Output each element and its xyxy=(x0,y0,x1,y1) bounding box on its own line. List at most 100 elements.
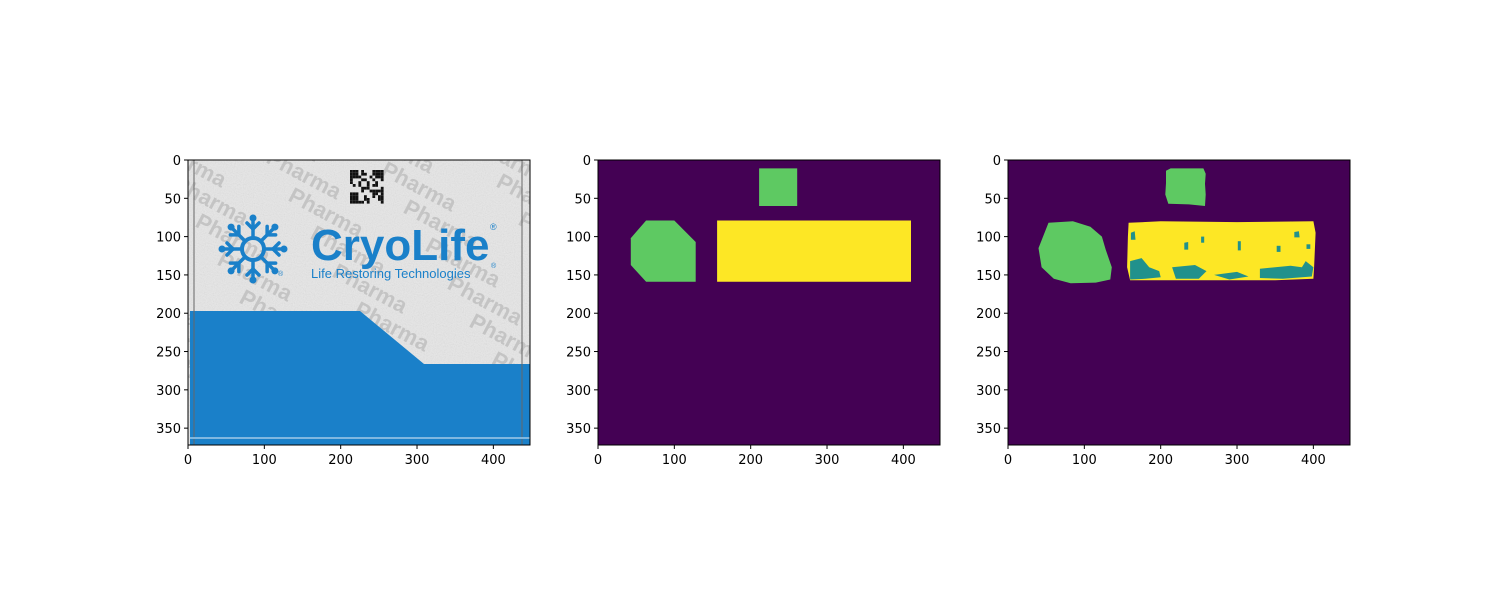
qr-module xyxy=(366,198,370,201)
qr-module xyxy=(375,184,378,187)
mask-region-text-defect xyxy=(1184,242,1189,250)
watermark-text: Pharma xyxy=(11,82,95,142)
brand-tagline: Life Restoring Technologies xyxy=(311,266,471,281)
y-tick-label: 350 xyxy=(976,422,1001,437)
x-tick-label: 200 xyxy=(738,453,763,468)
mask-region-text-defect xyxy=(1201,236,1205,243)
watermark-text: Pharma xyxy=(104,56,188,116)
qr-module xyxy=(352,172,356,176)
qr-module xyxy=(378,198,381,201)
mask-region-text xyxy=(1127,221,1316,281)
y-tick-label: 100 xyxy=(156,231,181,246)
watermark-text: Pharma xyxy=(33,120,117,180)
qr-module xyxy=(361,178,364,182)
qr-module xyxy=(358,184,362,187)
qr-module xyxy=(380,200,384,204)
mask-region-logo xyxy=(630,220,696,282)
snowflake-arm-dot xyxy=(249,276,257,284)
y-tick-label: 0 xyxy=(173,154,181,169)
qr-module xyxy=(366,181,370,184)
watermark-text: Pharma xyxy=(564,104,648,164)
qr-module xyxy=(372,192,376,196)
registered-mark: ® xyxy=(490,222,497,232)
snowflake-arm-dot xyxy=(280,245,288,253)
axes-frame xyxy=(597,159,941,446)
snowflake-arm-dot xyxy=(227,223,235,231)
qr-module xyxy=(378,175,381,179)
qr-module xyxy=(355,200,359,204)
image-panel-mask: 0 100 200 300 400 0 50 100 150 200 250 300 350 xyxy=(566,154,941,468)
y-tick-label: 300 xyxy=(976,384,1001,399)
x-tick-label: 0 xyxy=(594,453,602,468)
watermark-text: Pharma xyxy=(449,92,533,152)
y-tick-label: 250 xyxy=(156,346,181,361)
y-tick-label: 50 xyxy=(164,192,181,207)
snowflake-arm xyxy=(259,255,279,275)
qr-module xyxy=(350,195,353,198)
x-tick-label: 200 xyxy=(1148,453,1173,468)
mask-region-text-defect xyxy=(1259,261,1314,279)
qr-module xyxy=(352,170,356,173)
y-tick-label: 0 xyxy=(993,154,1001,169)
x-tick-label: 100 xyxy=(1072,453,1097,468)
qr-module xyxy=(358,175,362,179)
mask-region-text-defect xyxy=(1130,231,1136,240)
mask-background xyxy=(598,160,940,445)
registered-mark-logo: ® xyxy=(278,270,284,278)
watermark-text: Pharma xyxy=(241,106,325,166)
qr-module xyxy=(380,198,384,201)
x-tick-label: 100 xyxy=(252,453,277,468)
qr-module xyxy=(375,172,378,176)
qr-module xyxy=(378,172,381,176)
watermark-text: Pharma xyxy=(427,54,511,114)
qr-module xyxy=(352,195,356,198)
mask-region-text-defect xyxy=(1172,265,1207,279)
watermark-text: Pharma xyxy=(0,6,50,66)
watermark-text: Pharma xyxy=(542,66,626,126)
snowflake-arm-dot xyxy=(249,214,257,222)
prediction-regions xyxy=(1038,168,1316,284)
qr-module xyxy=(352,192,356,196)
snowflake-arm xyxy=(262,241,288,257)
qr-module xyxy=(352,184,356,187)
snowflake-logo xyxy=(218,214,288,284)
watermark-text: Pharma xyxy=(126,94,210,154)
qr-module xyxy=(366,200,370,204)
snowflake-arm-dot xyxy=(218,245,226,253)
qr-module xyxy=(364,172,367,176)
axes-frame xyxy=(187,159,531,446)
qr-module xyxy=(361,200,364,204)
mask-region-qr-code xyxy=(1165,168,1206,206)
qr-module xyxy=(378,195,381,198)
mask-regions xyxy=(630,168,911,282)
axes-frame xyxy=(1007,159,1351,446)
snowflake-arm-branch xyxy=(251,221,261,231)
snowflake-arm-branch xyxy=(225,241,235,251)
watermark-text: Pharma xyxy=(312,42,396,102)
y-tick-label: 200 xyxy=(566,307,591,322)
snowflake-arm xyxy=(259,223,279,243)
mask-region-text-defect xyxy=(1306,244,1311,249)
x-tick-label: 400 xyxy=(481,453,506,468)
y-tick-label: 350 xyxy=(156,422,181,437)
qr-module xyxy=(350,175,353,179)
x-tick-label: 300 xyxy=(815,453,840,468)
image-panel-photo: Pharma Pharma Pharma Pharma Pharma PharmaPhar… xyxy=(0,6,648,468)
watermark-text: Pharma xyxy=(82,18,166,78)
snowflake-arm xyxy=(227,255,247,275)
qr-module xyxy=(364,195,367,198)
package-photo: Pharma Pharma Pharma Pharma Pharma PharmaPhar… xyxy=(0,6,648,445)
x-tick-label: 200 xyxy=(328,453,353,468)
x-tick-label: 0 xyxy=(1004,453,1012,468)
qr-module xyxy=(372,172,376,176)
qr-module xyxy=(372,170,376,173)
qr-module xyxy=(358,200,362,204)
mask-region-text xyxy=(717,220,911,282)
qr-module xyxy=(366,184,370,187)
qr-module xyxy=(350,178,353,182)
y-tick-label: 300 xyxy=(156,384,181,399)
qr-module xyxy=(378,189,381,193)
qr-module xyxy=(355,175,359,179)
qr-module xyxy=(375,170,378,173)
mask-region-text-defect xyxy=(1130,258,1161,280)
